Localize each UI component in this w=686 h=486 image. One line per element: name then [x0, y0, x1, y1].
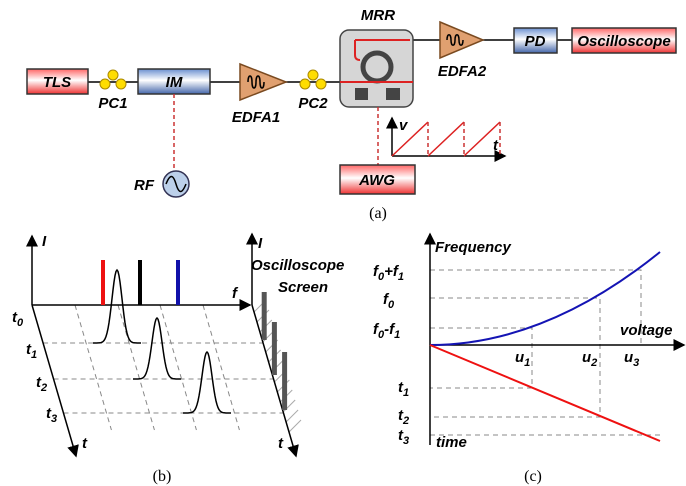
t-label: t: [82, 435, 88, 452]
tls-label: TLS: [43, 74, 71, 91]
t-label: t: [278, 435, 284, 452]
x-axis-label: voltage: [620, 322, 673, 339]
figure: TLS PC1 IM RF EDFA1 PC2 MRR AWG v t EDFA…: [0, 0, 686, 486]
panel-b: I I f t t Oscilloscope Screen t0 t1 t2 t…: [12, 233, 344, 485]
y-axis-label: Frequency: [435, 239, 512, 256]
pc-paddle: [316, 79, 326, 89]
edfa2-label: EDFA2: [438, 63, 487, 80]
oscilloscope-label: Oscilloscope: [577, 33, 670, 50]
pc-paddle: [100, 79, 110, 89]
time-axis-label: time: [436, 434, 467, 451]
caption: (b): [153, 468, 172, 485]
time-label: t2: [36, 374, 47, 394]
sawtooth-reset: [428, 122, 500, 156]
v-axis-label: v: [399, 117, 409, 134]
u-label: u3: [624, 349, 639, 369]
grid-line: [118, 305, 154, 430]
pc-paddle: [116, 79, 126, 89]
pc-paddle: [108, 70, 118, 80]
t-label: t3: [398, 427, 409, 447]
rf-label: RF: [134, 177, 155, 194]
awg-label: AWG: [358, 172, 395, 189]
freq-label: f0+f1: [373, 263, 404, 283]
pc2-label: PC2: [298, 95, 328, 112]
pulse: [183, 352, 231, 413]
panel-c: Frequency voltage time f0+f1 f0 f0-f1 u1…: [373, 234, 684, 485]
caption: (a): [369, 205, 387, 222]
time-label: t1: [26, 341, 37, 361]
pulse: [93, 270, 141, 343]
mrr-label: MRR: [361, 7, 395, 24]
screen-hatch: [286, 410, 298, 422]
i-label: I: [42, 233, 47, 250]
u-label: u1: [515, 349, 530, 369]
time-label: t3: [46, 405, 57, 425]
freq-label: f0-f1: [373, 321, 400, 341]
screen-label: Screen: [278, 279, 328, 296]
panel-a: TLS PC1 IM RF EDFA1 PC2 MRR AWG v t EDFA…: [27, 7, 676, 222]
mrr-box: [340, 30, 413, 107]
caption: (c): [524, 468, 542, 485]
im-label: IM: [166, 74, 183, 91]
sawtooth: [392, 122, 500, 156]
u-label: u2: [582, 349, 597, 369]
t-label: t2: [398, 407, 409, 427]
time-label: t0: [12, 309, 24, 329]
f-label: f: [232, 285, 239, 302]
grid-line: [75, 305, 111, 430]
screen-hatch: [289, 420, 301, 432]
edfa1: [240, 64, 286, 100]
t-label: t1: [398, 379, 409, 399]
pc1-label: PC1: [98, 95, 127, 112]
pc-paddle: [308, 70, 318, 80]
pd-label: PD: [525, 33, 546, 50]
edfa1-label: EDFA1: [232, 109, 280, 126]
screen-label: Oscilloscope: [251, 257, 344, 274]
pulse: [133, 318, 181, 379]
t-axis-label: t: [493, 137, 499, 154]
freq-label: f0: [383, 291, 395, 311]
i-label: I: [258, 235, 263, 252]
pc-paddle: [300, 79, 310, 89]
